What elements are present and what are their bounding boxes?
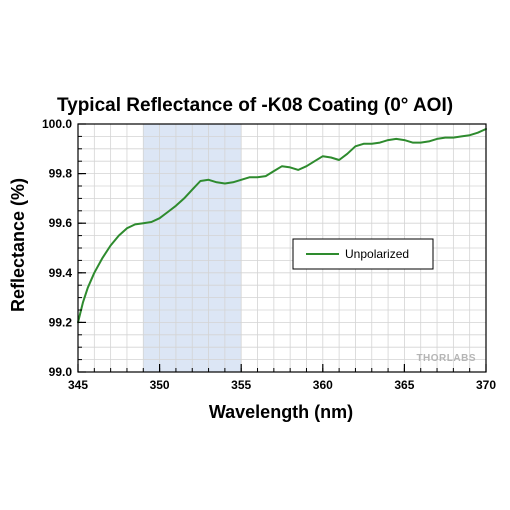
y-tick-label: 99.6 [49, 216, 73, 230]
legend-label-unpolarized: Unpolarized [345, 247, 409, 261]
y-tick-label: 100.0 [42, 117, 72, 131]
chart-title: Typical Reflectance of -K08 Coating (0° … [57, 95, 453, 116]
x-tick-label: 355 [231, 378, 251, 392]
legend: Unpolarized [292, 238, 434, 270]
x-tick-label: 345 [68, 378, 88, 392]
y-tick-label: 99.8 [49, 167, 73, 181]
y-tick-label: 99.4 [49, 266, 73, 280]
x-tick-label: 365 [394, 378, 414, 392]
series-line-unpolarized [77, 128, 487, 324]
x-tick-label: 360 [313, 378, 333, 392]
y-tick-label: 99.2 [49, 315, 73, 329]
axis-ticks: 345 350 355 360 365 370 99.0 99.2 99.4 99.6 99.8 10… [42, 117, 496, 392]
y-axis-label: Reflectance (%) [8, 178, 28, 312]
x-axis-label: Wavelength (nm) [209, 402, 353, 422]
x-tick-label: 350 [150, 378, 170, 392]
thorlabs-watermark: THORLABS [416, 353, 476, 364]
x-tick-label: 370 [476, 378, 496, 392]
y-tick-label: 99.0 [49, 365, 73, 379]
